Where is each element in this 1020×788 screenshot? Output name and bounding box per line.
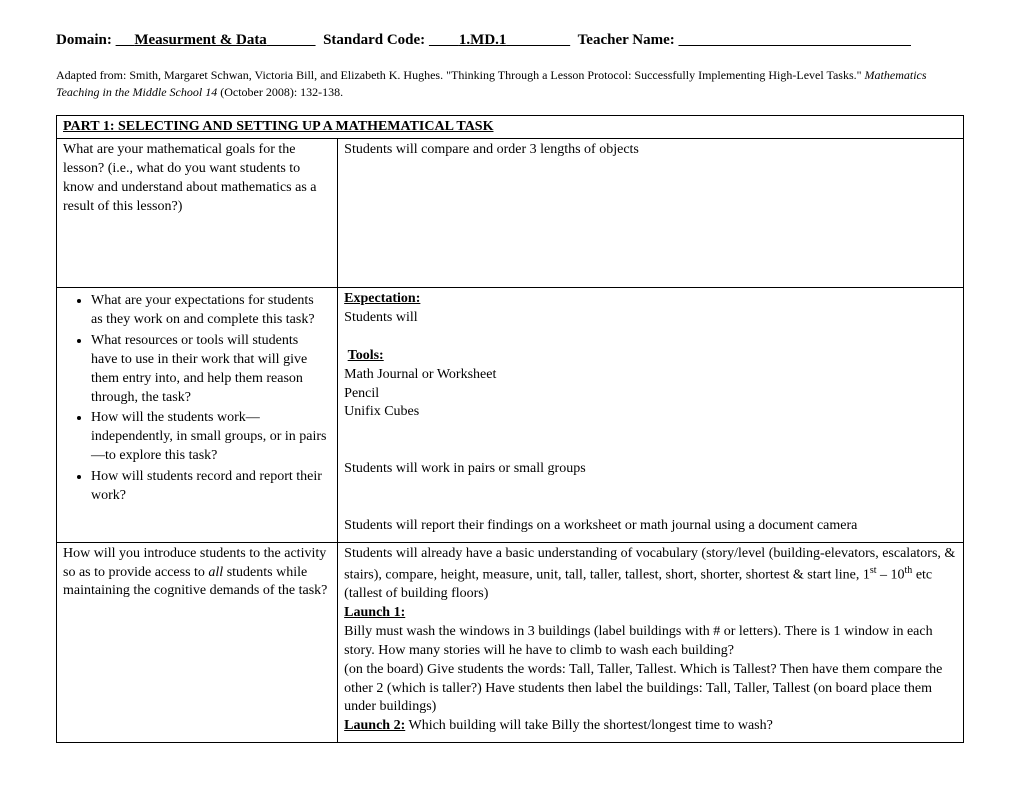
row3-answer: Students will already have a basic under… [338,542,964,743]
domain-value: Measurment & Data [116,32,316,48]
row2-question: What are your expectations for students … [57,288,338,543]
launch2-label: Launch 2: [344,718,405,733]
launch1-p2: (on the board) Give students the words: … [344,661,957,718]
lesson-table: PART 1: SELECTING AND SETTING UP A MATHE… [56,115,964,744]
launch2-text: Which building will take Billy the short… [405,718,773,733]
launch1-p1: Billy must wash the windows in 3 buildin… [344,623,957,661]
tools-label: Tools: [348,348,384,363]
launch1-label: Launch 1: [344,605,405,620]
report-line: Students will report their findings on a… [344,517,957,536]
citation-prefix: Adapted from: Smith, Margaret Schwan, Vi… [56,68,862,82]
citation: Adapted from: Smith, Margaret Schwan, Vi… [56,67,964,101]
work-line: Students will work in pairs or small gro… [344,460,957,479]
bullet-resources: What resources or tools will students ha… [91,332,331,408]
tools-line-3: Unifix Cubes [344,403,957,422]
domain-label: Domain: [56,32,112,48]
bullet-expectations: What are your expectations for students … [91,292,331,330]
expectation-text: Students will [344,309,957,328]
bullet-work: How will the students work—independently… [91,409,331,466]
bullet-record: How will students record and report thei… [91,468,331,506]
row2-bullets: What are your expectations for students … [63,292,331,506]
code-value: 1.MD.1 [429,32,570,48]
citation-suffix: (October 2008): 132-138. [217,85,343,99]
row3-question: How will you introduce students to the a… [57,542,338,743]
code-label: Standard Code: [323,32,425,48]
teacher-label: Teacher Name: [578,32,675,48]
row2-answer: Expectation: Students will Tools: Math J… [338,288,964,543]
row1-answer: Students will compare and order 3 length… [338,139,964,288]
row1-question: What are your mathematical goals for the… [57,139,338,288]
tools-line-2: Pencil [344,385,957,404]
teacher-value [678,32,911,48]
part1-title: PART 1: SELECTING AND SETTING UP A MATHE… [57,115,964,139]
expectation-label: Expectation: [344,291,420,306]
tools-line-1: Math Journal or Worksheet [344,366,957,385]
header-line: Domain: Measurment & Data Standard Code:… [56,32,964,49]
